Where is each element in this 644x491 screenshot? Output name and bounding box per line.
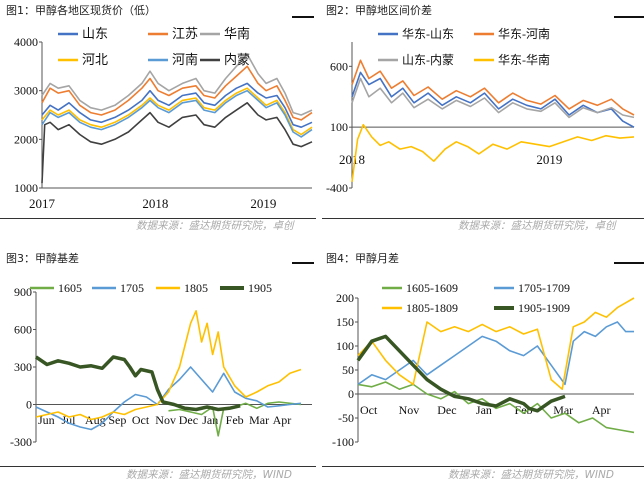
x-tick-label: Nov <box>399 403 420 417</box>
chart-4-title: 图4：甲醇月差 <box>326 252 399 265</box>
series-line-华东-山东 <box>351 71 635 128</box>
panel-2-bottom-rule <box>322 218 644 219</box>
series-line-1705 <box>35 366 302 431</box>
x-tick-label: Mar <box>249 413 269 427</box>
chart-1-source: 数据来源：盛达期货研究院，卓创 <box>136 220 294 232</box>
chart-2-source: 数据来源：盛达期货研究院，卓创 <box>458 220 616 232</box>
series-line-1805 <box>35 310 302 421</box>
y-tick-label: 100 <box>336 339 354 353</box>
y-tick-label: 4000 <box>14 35 38 49</box>
series-line-华东-华南 <box>351 123 635 183</box>
x-tick-label: 2019 <box>536 152 562 167</box>
chart-4-source: 数据来源：盛达期货研究院，WIND <box>448 469 614 481</box>
y-tick-label: 3000 <box>14 84 38 98</box>
title-rule <box>614 262 644 264</box>
chart-1-title: 图1：甲醇各地区现货价（低） <box>6 4 156 17</box>
y-tick-label: 2000 <box>14 132 38 146</box>
legend-label: 1605-1609 <box>406 281 458 295</box>
legend-label: 1805 <box>184 281 208 295</box>
x-tick-label: 2017 <box>29 196 56 211</box>
x-tick-label: Dec <box>179 413 198 427</box>
chart-3-source: 数据来源：盛达期货研究院，WIND <box>126 469 292 481</box>
y-tick-label: 1000 <box>14 181 38 195</box>
series-line-江苏 <box>41 65 313 121</box>
legend-label: 江苏 <box>172 26 198 41</box>
legend-label: 华东-华南 <box>498 52 550 67</box>
x-tick-label: Nov <box>155 413 176 427</box>
legend-label: 1605 <box>58 281 82 295</box>
y-tick-label: 300 <box>14 360 32 374</box>
series-line-1805-1809 <box>357 297 635 390</box>
series-line-1905-1909 <box>356 334 566 413</box>
x-tick-label: Dec <box>437 403 456 417</box>
y-tick-label: -50 <box>338 411 354 425</box>
chart-2-title: 图2：甲醇地区间价差 <box>326 4 432 17</box>
x-tick-label: Oct <box>360 403 378 417</box>
y-tick-label: 0 <box>26 398 32 412</box>
x-tick-label: Sep <box>108 413 126 427</box>
y-tick-label: 150 <box>336 315 354 329</box>
legend-label: 河北 <box>82 52 108 67</box>
y-tick-label: 600 <box>14 323 32 337</box>
y-tick-label: 0 <box>348 387 354 401</box>
panel-1-bottom-rule <box>0 218 316 219</box>
series-line-内蒙 <box>41 102 313 184</box>
chart-3-title: 图3：甲醇基差 <box>6 252 79 265</box>
x-tick-label: Apr <box>592 403 611 417</box>
y-tick-label: 50 <box>342 363 354 377</box>
series-line-山东-内蒙 <box>351 77 635 119</box>
legend-label: 1705 <box>120 281 144 295</box>
legend-label: 1805-1809 <box>406 301 458 315</box>
x-tick-label: 2019 <box>250 196 276 211</box>
title-rule <box>614 16 644 18</box>
legend-label: 华东-山东 <box>402 27 454 41</box>
series-line-山东 <box>41 82 313 128</box>
legend-label: 1905 <box>248 281 272 295</box>
legend-label: 内蒙 <box>224 52 250 67</box>
legend-label: 华东-河南 <box>498 26 550 41</box>
series-line-华南 <box>41 53 313 116</box>
legend-label: 华南 <box>224 26 250 41</box>
y-tick-label: 200 <box>336 291 354 305</box>
x-tick-label: 2018 <box>339 152 365 167</box>
x-tick-label: Jun <box>38 413 55 427</box>
title-rule <box>292 16 314 18</box>
y-tick-label: -400 <box>326 181 348 195</box>
legend-label: 河南 <box>172 52 198 67</box>
title-rule <box>292 262 314 264</box>
x-tick-label: Jan <box>476 403 492 417</box>
x-tick-label: 2018 <box>142 196 168 211</box>
y-tick-label: -300 <box>10 435 32 449</box>
series-line-河南 <box>41 89 313 138</box>
legend-label: 山东 <box>82 26 108 41</box>
series-line-1905 <box>35 355 241 412</box>
legend-label: 山东-内蒙 <box>402 53 454 67</box>
legend-label: 1905-1909 <box>518 301 570 315</box>
legend-label: 1705-1709 <box>518 281 570 295</box>
y-tick-label: 900 <box>14 285 32 299</box>
series-line-1705-1709 <box>357 321 634 386</box>
x-tick-label: Mar <box>553 403 573 417</box>
x-tick-label: Aug <box>85 413 106 427</box>
series-line-河北 <box>41 87 313 136</box>
y-tick-label: -100 <box>332 435 354 449</box>
panel-4-bottom-rule <box>322 466 644 467</box>
x-tick-label: Oct <box>132 413 150 427</box>
series-line-1605-1609 <box>357 381 635 434</box>
y-tick-label: 600 <box>330 59 348 73</box>
y-tick-label: 100 <box>330 120 348 134</box>
x-tick-label: Feb <box>226 413 244 427</box>
panel-3-bottom-rule <box>0 466 316 467</box>
series-line-华东-河南 <box>351 59 635 116</box>
x-tick-label: Apr <box>273 413 292 427</box>
